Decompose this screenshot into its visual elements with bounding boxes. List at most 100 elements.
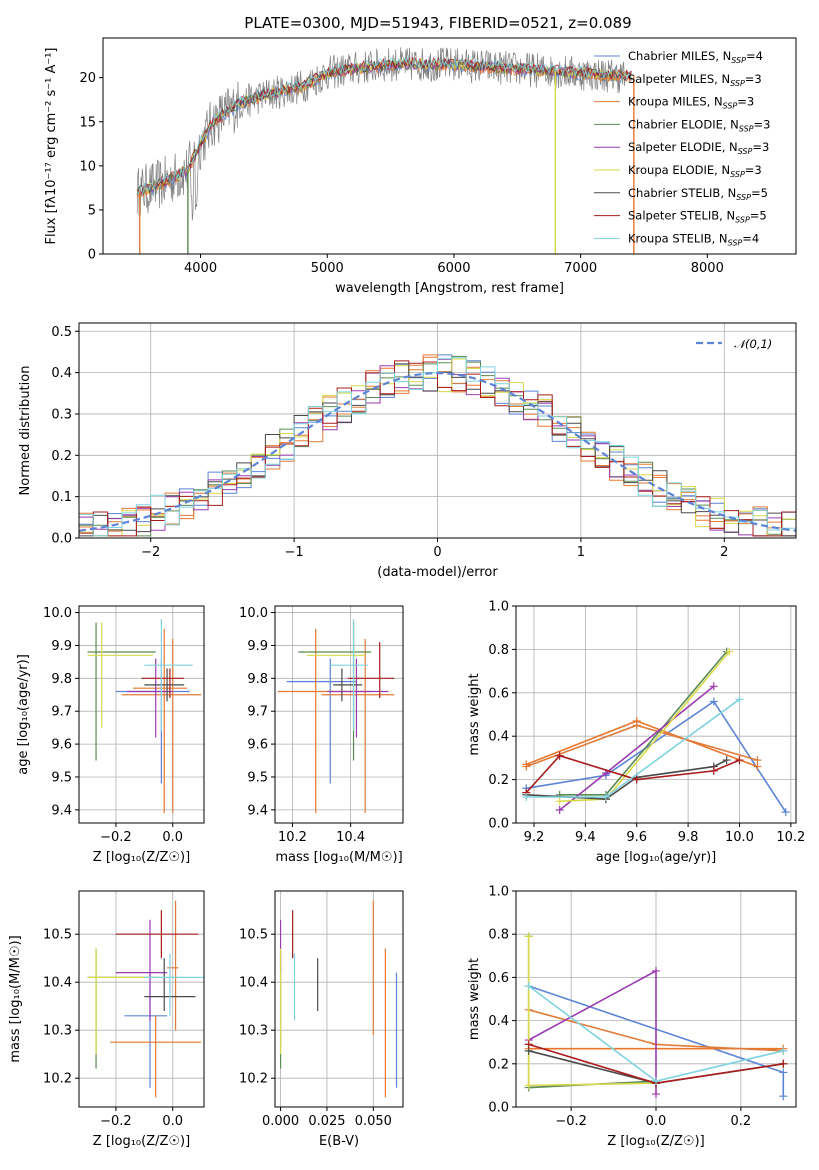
legend-label: Kroupa STELIB, NSSP=4 bbox=[628, 231, 759, 247]
panel-spectrum: 4000 5000 6000 7000 8000 0 5 10 15 20 wavelength [… bbox=[44, 37, 797, 296]
axes-frame bbox=[78, 322, 797, 539]
x-tick-label: 8000 bbox=[691, 261, 724, 276]
weight-marker bbox=[524, 982, 533, 991]
x-tick-label: 10.0 bbox=[725, 830, 754, 845]
y-tick-label: 0.2 bbox=[488, 773, 509, 788]
x-tick-label: 0.2 bbox=[731, 1114, 752, 1129]
legend-label: 𝒩(0,1) bbox=[734, 337, 772, 351]
plot-area bbox=[277, 619, 395, 814]
weight-marker bbox=[524, 1040, 533, 1049]
x-axis-label: E(B-V) bbox=[319, 1134, 359, 1149]
x-tick-label: 0.050 bbox=[355, 1114, 392, 1129]
y-tick-label: 9.7 bbox=[51, 705, 72, 720]
y-tick-label: 10.0 bbox=[43, 606, 72, 621]
y-tick-label: 9.9 bbox=[51, 639, 72, 654]
y-axis-label: Flux [fλ10⁻¹⁷ erg cm⁻² s⁻¹ A⁻¹] bbox=[44, 48, 59, 245]
panel-weight_vs_Z: −0.2 0.0 0.2 0.0 0.2 0.4 0.6 0.8 1.0 Z [log₁₀(Z/Z… bbox=[467, 885, 797, 1149]
spectrum-model-line bbox=[136, 57, 632, 195]
x-axis-label: Z [log₁₀(Z/Z☉)] bbox=[93, 850, 190, 865]
weight-line bbox=[527, 936, 657, 1089]
y-tick-label: 0.8 bbox=[488, 928, 509, 943]
y-tick-label: 9.8 bbox=[51, 672, 72, 687]
weight-line bbox=[525, 754, 740, 794]
axes-frame bbox=[274, 890, 404, 1108]
y-tick-label: 0.0 bbox=[488, 1101, 509, 1116]
weight-marker bbox=[709, 766, 718, 775]
x-tick-label: 0.025 bbox=[308, 1114, 345, 1129]
plot-area bbox=[136, 47, 635, 254]
y-tick-label: 0.6 bbox=[488, 686, 509, 701]
weight-marker bbox=[555, 751, 564, 760]
legend-label: Chabrier STELIB, NSSP=5 bbox=[628, 186, 768, 202]
y-tick-label: 9.4 bbox=[51, 803, 72, 818]
weight-marker bbox=[779, 1092, 788, 1101]
weight-marker bbox=[725, 647, 734, 656]
axes-frame bbox=[515, 605, 797, 824]
plot-area bbox=[279, 900, 398, 1098]
x-tick-label: 0.000 bbox=[262, 1114, 299, 1129]
y-tick-label: 9.5 bbox=[247, 770, 268, 785]
y-tick-label: 0.8 bbox=[488, 643, 509, 658]
weight-marker bbox=[709, 682, 718, 691]
x-axis-label: age [log₁₀(age/yr)] bbox=[596, 850, 717, 865]
weight-line bbox=[528, 969, 657, 1094]
histogram-step bbox=[79, 357, 796, 537]
weight-marker bbox=[753, 756, 762, 765]
weight-marker bbox=[779, 1068, 788, 1077]
weight-line bbox=[526, 700, 787, 813]
weight-marker bbox=[555, 805, 564, 814]
x-axis-label: wavelength [Angstrom, rest frame] bbox=[335, 281, 564, 296]
y-tick-label: 0.4 bbox=[488, 730, 509, 745]
y-tick-label: 20 bbox=[79, 71, 96, 86]
x-tick-label: 0.0 bbox=[162, 830, 183, 845]
y-tick-label: 10.5 bbox=[43, 928, 72, 943]
weight-marker bbox=[652, 966, 660, 975]
x-tick-label: 9.2 bbox=[524, 830, 545, 845]
y-tick-label: 10.3 bbox=[43, 1024, 72, 1039]
axes-frame bbox=[78, 890, 205, 1108]
y-tick-label: 5 bbox=[88, 203, 96, 218]
legend-label: Chabrier MILES, NSSP=4 bbox=[628, 49, 763, 65]
spectrum-model-line bbox=[136, 56, 632, 197]
figure-title: PLATE=0300, MJD=51943, FIBERID=0521, z=0… bbox=[244, 14, 631, 32]
y-tick-label: 10.4 bbox=[43, 976, 72, 991]
y-axis-label: mass [log₁₀(M/M☉)] bbox=[8, 935, 23, 1062]
y-tick-label: 10.5 bbox=[239, 928, 268, 943]
y-tick-label: 10.0 bbox=[239, 606, 268, 621]
x-tick-label: −0.2 bbox=[100, 830, 132, 845]
x-tick-label: 1 bbox=[577, 545, 585, 560]
y-tick-label: 9.6 bbox=[247, 738, 268, 753]
legend-label: Chabrier ELODIE, NSSP=3 bbox=[628, 117, 770, 133]
spectrum-data-line bbox=[136, 47, 626, 221]
x-tick-label: 9.6 bbox=[626, 830, 647, 845]
y-tick-label: 9.6 bbox=[51, 738, 72, 753]
x-tick-label: 10.4 bbox=[336, 830, 365, 845]
normal-curve bbox=[79, 371, 796, 532]
weight-marker bbox=[524, 932, 533, 941]
y-axis-label: mass weight bbox=[467, 673, 482, 755]
weight-marker bbox=[652, 1077, 660, 1086]
y-tick-label: 9.4 bbox=[247, 803, 268, 818]
panel-mass_vs_EBV: 0.000 0.025 0.050 10.2 10.3 10.4 10.5 E(B-V) bbox=[239, 890, 404, 1149]
y-tick-label: 0.2 bbox=[51, 449, 72, 464]
x-axis-label: Z [log₁₀(Z/Z☉)] bbox=[93, 1134, 190, 1149]
spectrum-legend: Chabrier MILES, NSSP=4 Salpeter MILES, NS… bbox=[594, 49, 770, 247]
x-axis-label: mass [log₁₀(M/M☉)] bbox=[275, 850, 402, 865]
axes-frame bbox=[78, 605, 205, 824]
weight-marker bbox=[522, 762, 531, 771]
plot-area bbox=[524, 932, 788, 1101]
y-tick-label: 0.4 bbox=[488, 1014, 509, 1029]
x-tick-label: 0.0 bbox=[646, 1114, 667, 1129]
y-tick-label: 10.2 bbox=[239, 1072, 268, 1087]
y-tick-label: 0.3 bbox=[51, 407, 72, 422]
weight-marker bbox=[524, 1081, 533, 1090]
weight-marker bbox=[779, 1059, 788, 1068]
y-tick-label: 0 bbox=[88, 248, 96, 263]
x-tick-label: 6000 bbox=[437, 261, 470, 276]
y-tick-label: 9.7 bbox=[247, 705, 268, 720]
legend-label: Salpeter ELODIE, NSSP=3 bbox=[628, 140, 769, 156]
weight-marker bbox=[722, 756, 731, 765]
x-tick-label: 9.8 bbox=[678, 830, 699, 845]
y-axis-label: Normed distribution bbox=[18, 366, 33, 496]
